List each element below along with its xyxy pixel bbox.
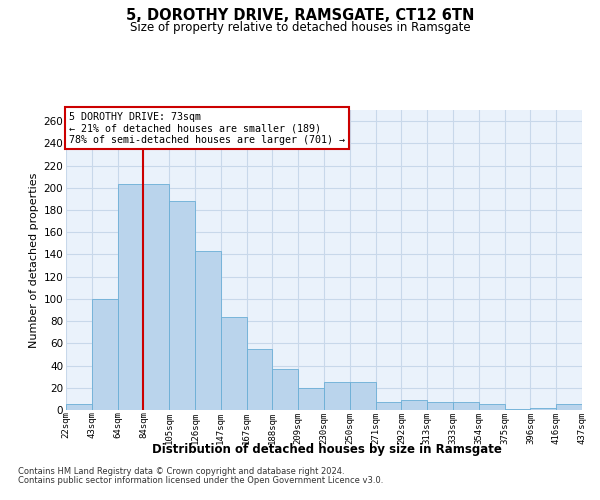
Bar [66,404,92,410]
Bar [376,402,401,410]
Text: Contains public sector information licensed under the Open Government Licence v3: Contains public sector information licen… [18,476,383,485]
Bar [92,299,118,410]
Bar [505,409,530,410]
Bar [556,404,582,410]
Bar [247,349,272,410]
Bar [479,404,505,410]
Text: 5 DOROTHY DRIVE: 73sqm
← 21% of detached houses are smaller (189)
78% of semi-de: 5 DOROTHY DRIVE: 73sqm ← 21% of detached… [68,112,344,144]
Bar [143,184,169,410]
Bar [169,201,195,410]
Bar [272,369,298,410]
Bar [324,382,350,410]
Text: Size of property relative to detached houses in Ramsgate: Size of property relative to detached ho… [130,21,470,34]
Bar [118,184,143,410]
Y-axis label: Number of detached properties: Number of detached properties [29,172,40,348]
Bar [350,382,376,410]
Bar [298,388,324,410]
Bar [401,400,427,410]
Text: Distribution of detached houses by size in Ramsgate: Distribution of detached houses by size … [152,442,502,456]
Bar [530,408,556,410]
Bar [221,316,247,410]
Text: Contains HM Land Registry data © Crown copyright and database right 2024.: Contains HM Land Registry data © Crown c… [18,468,344,476]
Bar [195,251,221,410]
Bar [427,402,453,410]
Text: 5, DOROTHY DRIVE, RAMSGATE, CT12 6TN: 5, DOROTHY DRIVE, RAMSGATE, CT12 6TN [126,8,474,22]
Bar [453,402,479,410]
